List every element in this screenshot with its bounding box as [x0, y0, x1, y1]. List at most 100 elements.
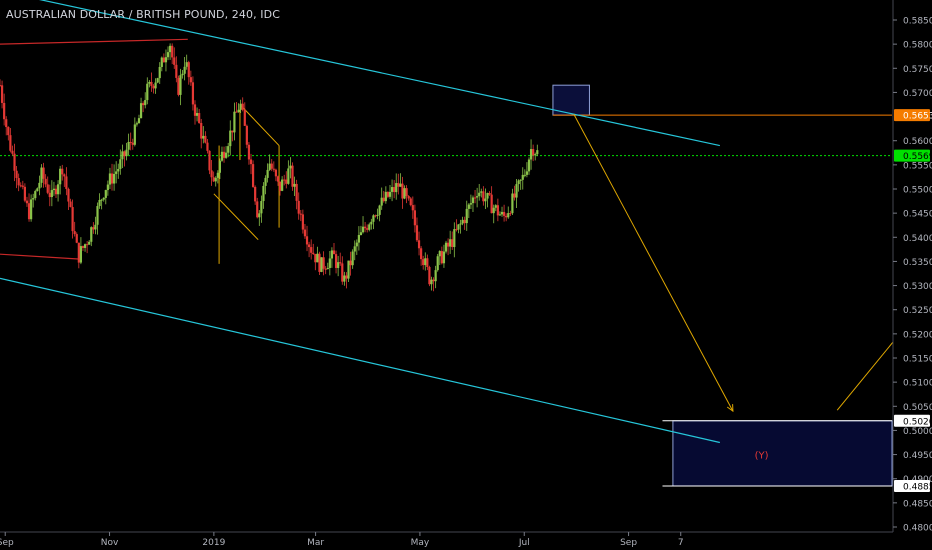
candle-body [324, 268, 327, 270]
x-tick-label: 2019 [202, 538, 225, 548]
candle-body [409, 198, 412, 206]
candle-body [436, 256, 439, 271]
candle-body [19, 185, 22, 187]
candle-body [432, 279, 435, 282]
candle-body [210, 170, 213, 178]
candle-body [96, 206, 99, 225]
candle-body [399, 183, 402, 187]
x-tick-label: May [411, 538, 430, 548]
candle-body [15, 170, 18, 179]
candle-body [23, 186, 26, 201]
candle-body [527, 159, 531, 172]
candle-body [305, 236, 309, 245]
candle-body [372, 215, 375, 222]
candle-body [380, 197, 383, 206]
candle-body [171, 45, 174, 58]
candle-body [260, 201, 263, 214]
candle-body [415, 225, 419, 241]
candle-body [48, 192, 51, 198]
candle-body [449, 239, 452, 247]
candle-body [104, 190, 107, 198]
candle-body [262, 185, 265, 202]
candle-body [7, 127, 10, 136]
candle-body [216, 172, 219, 178]
price-badge-0 [894, 109, 930, 122]
candle-body [183, 66, 186, 74]
candle-body [270, 163, 273, 169]
candle-body [403, 188, 406, 199]
projection-arrow-0 [573, 113, 734, 412]
candle-body [11, 150, 14, 154]
candle-body [326, 267, 329, 270]
candle-body [397, 183, 400, 187]
candle-body [123, 151, 126, 157]
target-box-0 [552, 84, 590, 116]
y-tick-label: 0.5450 [903, 210, 932, 220]
candle-body [173, 57, 176, 65]
candle-body [17, 178, 20, 186]
candle-body [3, 102, 6, 120]
candle-body [359, 232, 363, 235]
candle-body [343, 275, 346, 282]
candle-body [339, 262, 342, 264]
y-tick-label: 0.4800 [903, 524, 932, 534]
candle-body [27, 203, 31, 220]
candle-body [135, 123, 139, 125]
y-tick-label: 0.5600 [903, 137, 932, 147]
candle-body [25, 200, 29, 204]
candle-body [438, 251, 441, 257]
candle-body [59, 168, 62, 185]
candle-body [243, 109, 246, 126]
y-tick-label: 0.5100 [903, 379, 932, 389]
candle-body [227, 146, 230, 153]
candle-body [133, 124, 136, 145]
candle-body [376, 214, 379, 216]
candle-body [417, 240, 421, 249]
candle-body [162, 57, 165, 63]
candle-body [341, 263, 344, 282]
candle-body [301, 214, 304, 230]
candle-body [137, 118, 141, 124]
candle-body [486, 193, 489, 199]
candle-body [310, 247, 313, 253]
price-badge-label-1: 0.5569 [903, 152, 932, 162]
candle-body [181, 73, 184, 76]
candle-body [254, 186, 257, 202]
price-badge-3 [894, 479, 930, 492]
candle-body [239, 103, 242, 110]
candle-body [511, 193, 514, 214]
pattern-line-1 [239, 104, 280, 146]
candle-body [237, 109, 240, 113]
candle-body [90, 227, 93, 242]
candle-body [231, 130, 234, 133]
x-tick-label: Sep [0, 538, 14, 548]
candle-body [148, 81, 151, 84]
candle-body [492, 207, 495, 214]
price-badge-2 [894, 414, 930, 427]
x-tick-label: Sep [620, 538, 637, 548]
candle-body [94, 224, 97, 230]
candle-body [129, 141, 132, 143]
candle-body [440, 251, 443, 264]
candle-body [9, 135, 12, 151]
channel-line-1 [0, 277, 720, 444]
price-badge-label-3: 0.4885 [903, 482, 932, 492]
candle-body [56, 184, 60, 195]
candle-body [152, 85, 155, 89]
candle-body [451, 239, 454, 248]
candle-body [241, 103, 244, 110]
candle-body [195, 113, 199, 116]
candle-body [220, 151, 224, 161]
candle-body [484, 198, 487, 202]
target-box-1 [672, 420, 893, 487]
y-tick-label: 0.5700 [903, 89, 932, 99]
projection-arrow-head-0 [726, 404, 734, 413]
candle-body [424, 258, 427, 266]
candle-body [67, 188, 70, 202]
candle-body [276, 176, 280, 182]
candle-body [337, 262, 340, 268]
candle-body [264, 177, 267, 186]
pattern-line-0 [213, 193, 259, 241]
